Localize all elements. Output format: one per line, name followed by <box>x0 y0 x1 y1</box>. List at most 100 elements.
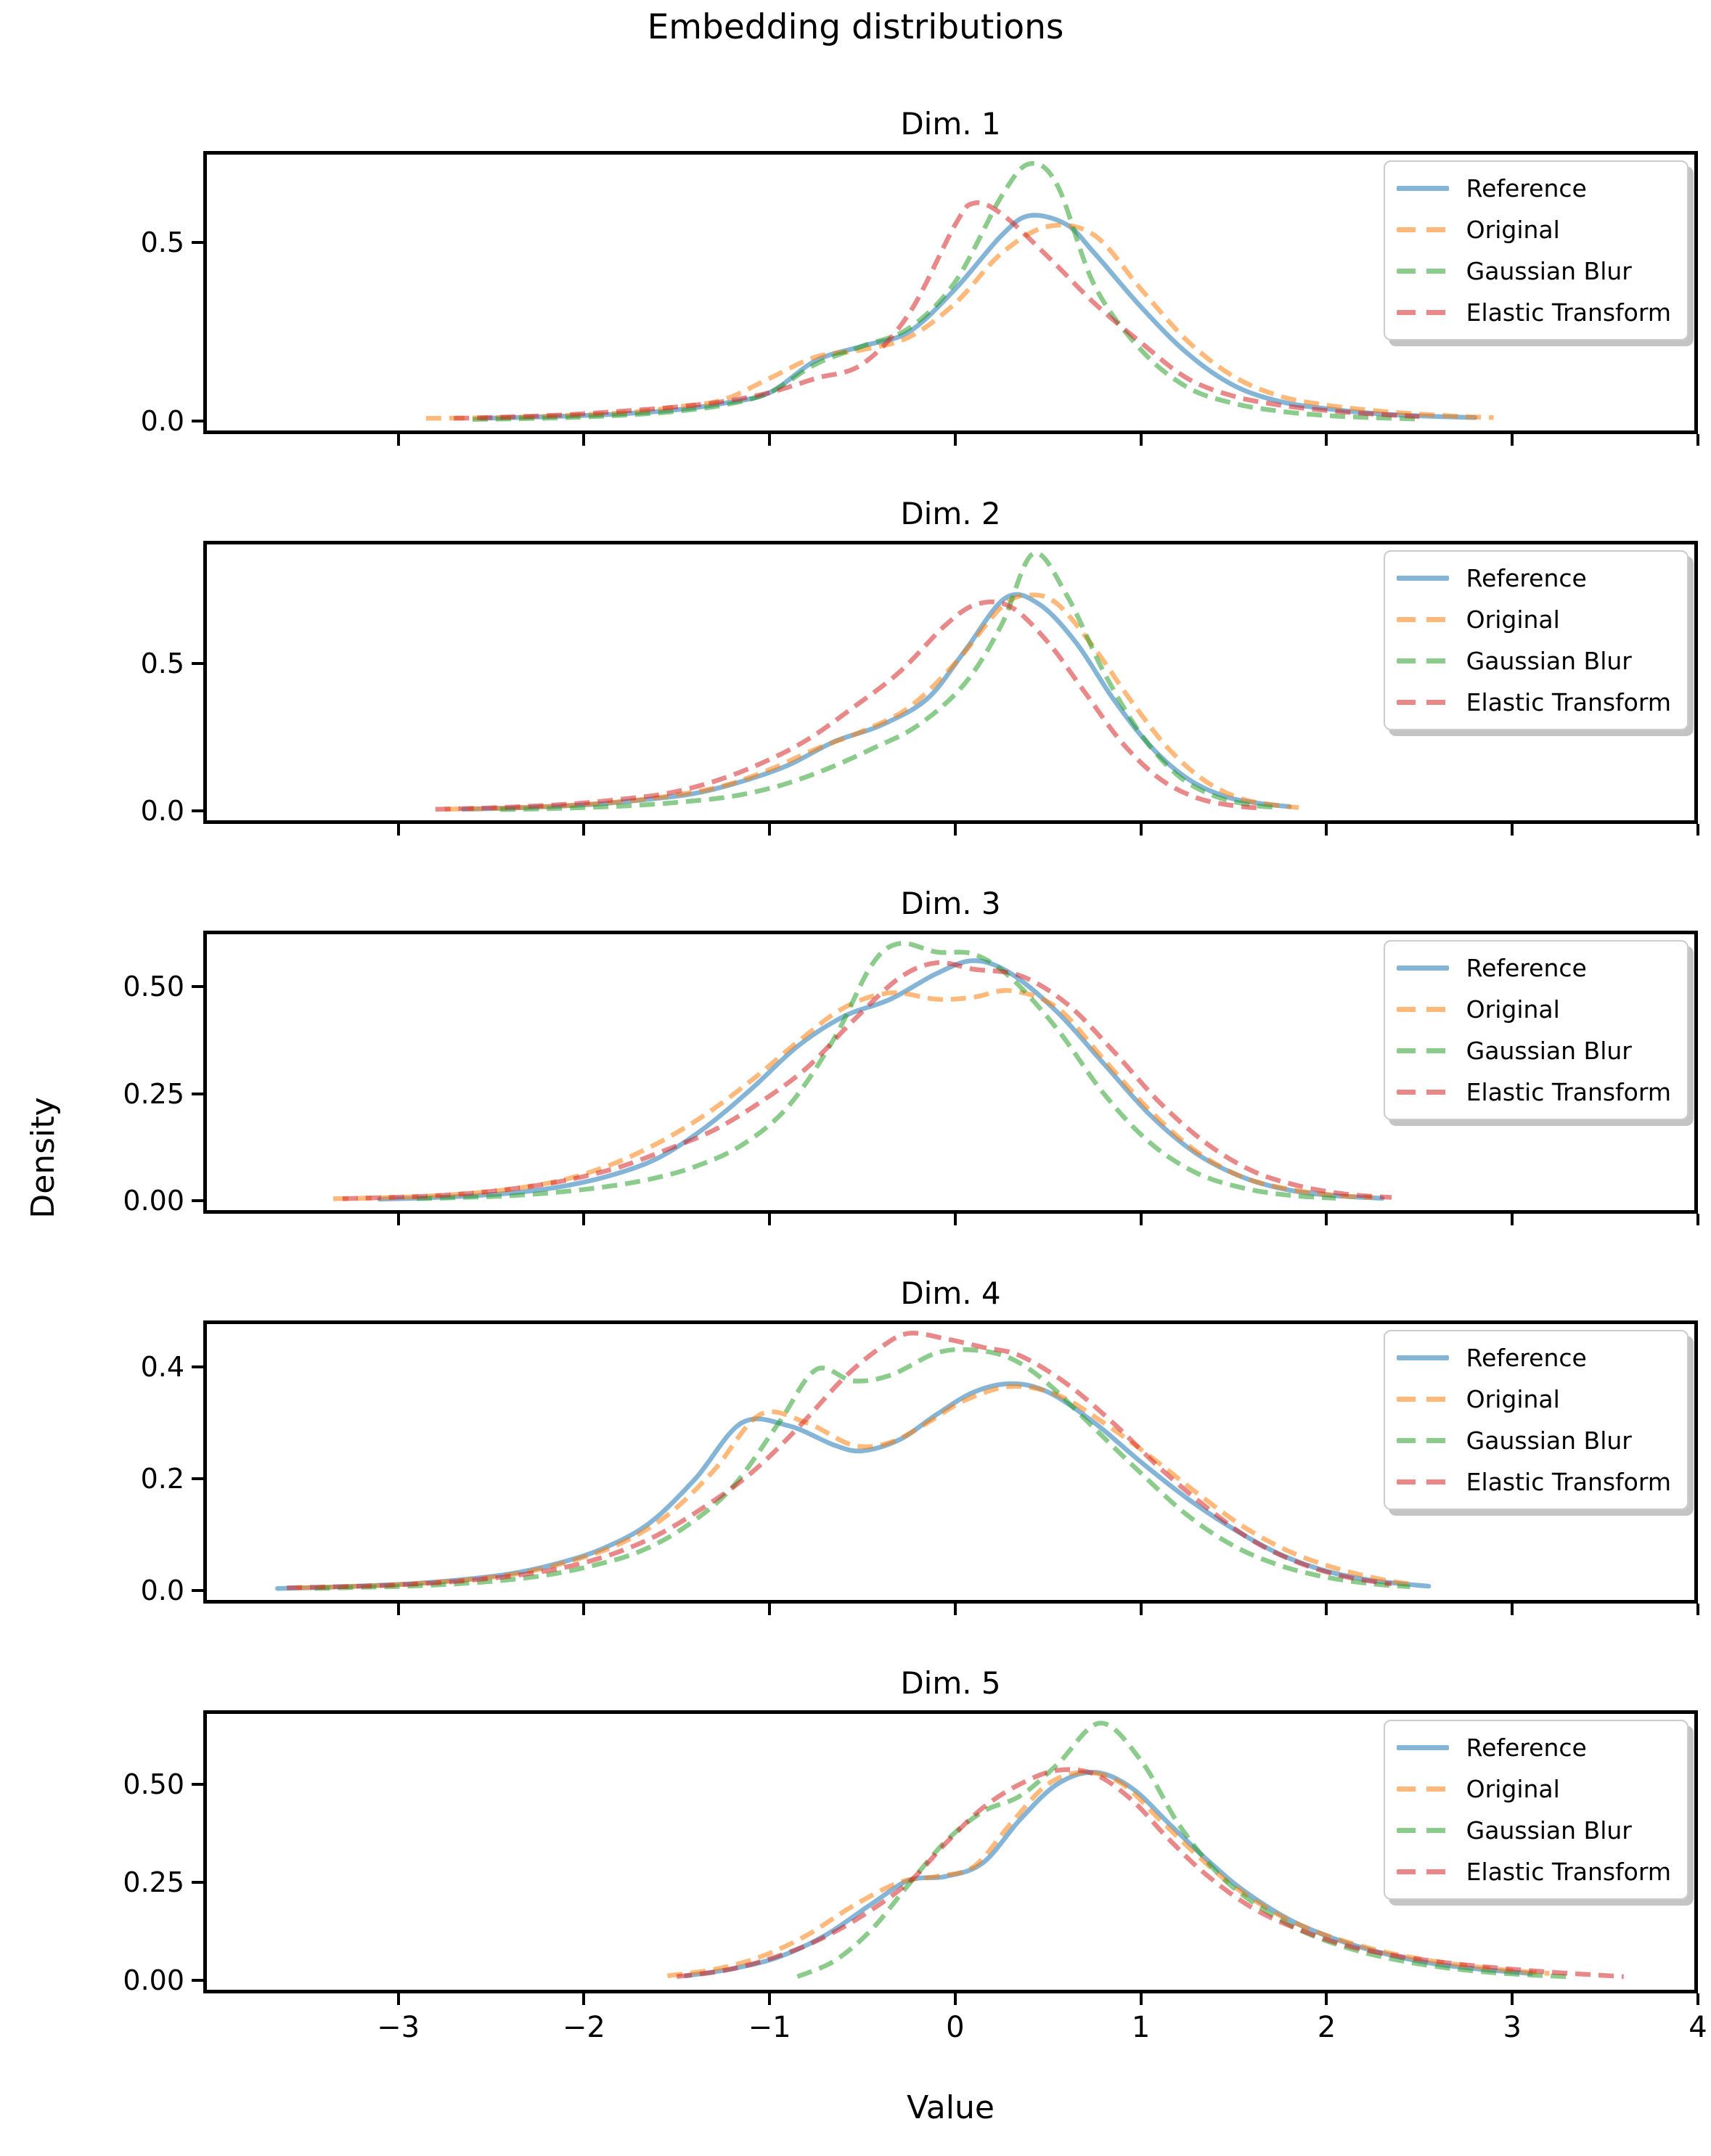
legend-entry-gaussian-blur: Gaussian Blur <box>1396 1420 1671 1461</box>
axes-dim-1: Reference Original Gaussian Blur Elastic Tr… <box>203 151 1698 434</box>
curve-reference-dim-3 <box>377 958 1385 1202</box>
legend-dim-4: Reference Original Gaussian Blur Elastic Tr… <box>1383 1330 1688 1510</box>
legend-label: Gaussian Blur <box>1466 1037 1632 1065</box>
legend-entry-gaussian-blur: Gaussian Blur <box>1396 250 1671 292</box>
x-tick-label: 4 <box>1688 2011 1707 2044</box>
y-tick-mark <box>192 984 203 988</box>
y-tick-mark <box>192 420 203 423</box>
legend-entry-elastic-transform: Elastic Transform <box>1396 1461 1671 1503</box>
legend-label: Reference <box>1466 564 1587 592</box>
x-tick-label: −1 <box>748 2011 791 2044</box>
dashed-line-swatch-icon <box>1396 1438 1449 1443</box>
legend-label: Original <box>1466 605 1560 634</box>
curve-elastic-transform-dim-1 <box>454 200 1420 421</box>
subplot-title-dim-1: Dim. 1 <box>900 106 1001 142</box>
solid-line-swatch-icon <box>1396 965 1449 971</box>
legend-entry-elastic-transform: Elastic Transform <box>1396 1071 1671 1113</box>
legend-entry-elastic-transform: Elastic Transform <box>1396 292 1671 333</box>
legend-entry-elastic-transform: Elastic Transform <box>1396 682 1671 723</box>
dashed-line-swatch-icon <box>1396 1007 1449 1012</box>
curve-original-dim-1 <box>425 222 1494 421</box>
y-tick-mark <box>192 1979 203 1983</box>
legend-label: Elastic Transform <box>1466 1078 1671 1106</box>
solid-line-swatch-icon <box>1396 576 1449 581</box>
x-tick-mark <box>768 824 772 836</box>
subplot-title-dim-5: Dim. 5 <box>900 1665 1001 1701</box>
legend-entry-original: Original <box>1396 1379 1671 1420</box>
x-tick-mark <box>953 1993 957 2005</box>
curve-gaussian-blur-dim-1 <box>472 160 1420 422</box>
dashed-line-swatch-icon <box>1396 1869 1449 1874</box>
legend-dim-5: Reference Original Gaussian Blur Elastic Tr… <box>1383 1720 1688 1900</box>
legend-entry-elastic-transform: Elastic Transform <box>1396 1851 1671 1892</box>
legend-entry-original: Original <box>1396 989 1671 1030</box>
curve-elastic-transform-dim-5 <box>676 1767 1624 1980</box>
y-tick-label: 0.50 <box>123 970 184 1003</box>
legend-label: Gaussian Blur <box>1466 1426 1632 1455</box>
plot-area-dim-2 <box>203 541 1698 824</box>
x-tick-mark <box>1325 434 1328 446</box>
subplot-title-dim-2: Dim. 2 <box>900 496 1001 531</box>
x-tick-mark <box>953 1604 957 1615</box>
curve-gaussian-blur-dim-2 <box>500 550 1281 812</box>
x-tick-mark <box>1139 434 1143 446</box>
legend-entry-reference: Reference <box>1396 558 1671 599</box>
x-tick-mark <box>1325 1214 1328 1225</box>
x-tick-mark <box>396 434 400 446</box>
y-tick-label: 0.0 <box>140 405 184 438</box>
dashed-line-swatch-icon <box>1396 269 1449 274</box>
legend-dim-3: Reference Original Gaussian Blur Elastic Tr… <box>1383 940 1688 1120</box>
legend-label: Elastic Transform <box>1466 688 1671 716</box>
dashed-line-swatch-icon <box>1396 310 1449 315</box>
x-tick-label: 3 <box>1503 2011 1522 2044</box>
legend-label: Gaussian Blur <box>1466 1816 1632 1845</box>
axes-spines-dim-3 <box>203 931 1698 1214</box>
x-tick-mark <box>396 1993 400 2005</box>
y-tick-label: 0.2 <box>140 1463 184 1495</box>
y-tick-mark <box>192 1880 203 1884</box>
axes-dim-5: Reference Original Gaussian Blur Elastic Tr… <box>203 1710 1698 1993</box>
legend-entry-reference: Reference <box>1396 947 1671 989</box>
x-tick-mark <box>953 434 957 446</box>
dashed-line-swatch-icon <box>1396 1048 1449 1053</box>
curve-gaussian-blur-dim-4 <box>314 1347 1410 1591</box>
y-tick-label: 0.50 <box>123 1768 184 1800</box>
x-tick-label: 2 <box>1317 2011 1336 2044</box>
curve-original-dim-2 <box>444 592 1299 812</box>
x-tick-mark <box>396 824 400 836</box>
x-tick-mark <box>1139 1604 1143 1615</box>
legend-dim-1: Reference Original Gaussian Blur Elastic Tr… <box>1383 160 1688 340</box>
y-tick-mark <box>192 661 203 665</box>
y-tick-mark <box>192 1477 203 1481</box>
axes-spines-dim-2 <box>203 541 1698 824</box>
axes-dim-2: Reference Original Gaussian Blur Elastic Tr… <box>203 541 1698 824</box>
legend-label: Elastic Transform <box>1466 1468 1671 1496</box>
legend-label: Reference <box>1466 1344 1587 1372</box>
plot-area-dim-5 <box>203 1710 1698 1993</box>
y-tick-label: 0.0 <box>140 795 184 828</box>
x-tick-mark <box>1139 824 1143 836</box>
plot-area-dim-4 <box>203 1320 1698 1604</box>
x-tick-mark <box>1511 1993 1514 2005</box>
curve-gaussian-blur-dim-5 <box>796 1720 1569 1980</box>
x-tick-mark <box>1511 1214 1514 1225</box>
dashed-line-swatch-icon <box>1396 227 1449 232</box>
axes-spines-dim-5 <box>203 1710 1698 1993</box>
axes-spines-dim-1 <box>203 151 1698 434</box>
x-tick-mark <box>768 1993 772 2005</box>
x-tick-mark <box>396 1604 400 1615</box>
curve-reference-dim-1 <box>479 213 1478 421</box>
x-tick-mark <box>768 1214 772 1225</box>
legend-label: Original <box>1466 1775 1560 1803</box>
x-tick-mark <box>1696 1993 1699 2005</box>
axes-dim-4: Reference Original Gaussian Blur Elastic Tr… <box>203 1320 1698 1604</box>
y-tick-label: 0.4 <box>140 1350 184 1383</box>
curve-gaussian-blur-dim-3 <box>417 941 1336 1201</box>
x-tick-label: −2 <box>562 2011 605 2044</box>
x-tick-mark <box>1696 1604 1699 1615</box>
dashed-line-swatch-icon <box>1396 1787 1449 1792</box>
solid-line-swatch-icon <box>1396 1355 1449 1360</box>
legend-entry-gaussian-blur: Gaussian Blur <box>1396 1810 1671 1851</box>
y-tick-label: 0.0 <box>140 1575 184 1607</box>
